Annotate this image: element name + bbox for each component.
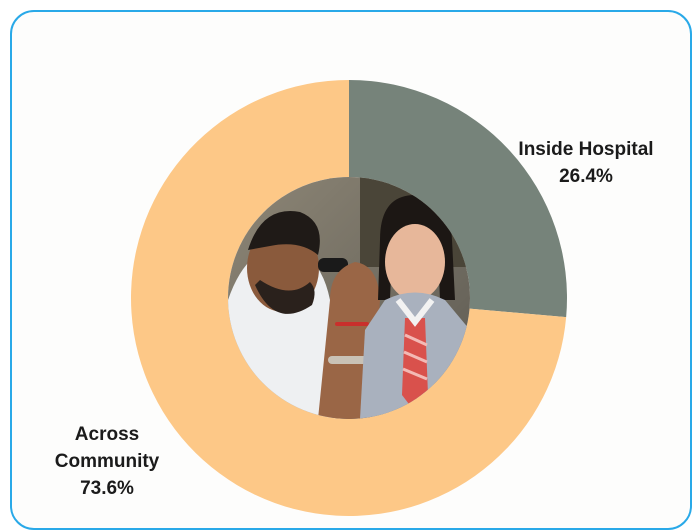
slice-value-inside-hospital: 26.4%: [559, 166, 613, 187]
slice-label-across-community-line1: Across: [75, 424, 139, 445]
donut-slices: [131, 80, 567, 516]
slice-label-across-community-line2: Community: [55, 451, 160, 472]
slice-label-inside-hospital: Inside Hospital: [518, 139, 653, 160]
slice-value-across-community: 73.6%: [80, 478, 134, 499]
slice-across-community: [131, 80, 567, 516]
slice-inside-hospital: [349, 80, 567, 318]
center-photo: [228, 177, 470, 419]
